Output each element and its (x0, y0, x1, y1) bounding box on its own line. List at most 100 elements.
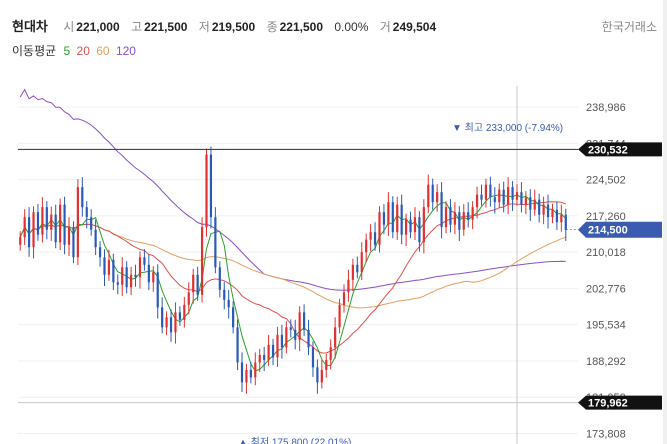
candle-body (23, 217, 26, 238)
candle-body (471, 207, 474, 220)
candle-body (121, 267, 124, 285)
candle-body (94, 229, 97, 248)
candle-body (409, 219, 412, 233)
candle-body (334, 327, 337, 348)
candle-body (316, 367, 319, 383)
candle-body (240, 362, 244, 383)
y-tick-label: 195,534 (586, 320, 626, 332)
candle-body (112, 259, 115, 283)
candle-body (209, 154, 213, 218)
volume-label: 거 (379, 20, 391, 34)
candle-body (373, 232, 377, 245)
candle-body (484, 184, 488, 200)
candle-body (493, 197, 496, 203)
candle-body (467, 212, 470, 220)
candle-body (103, 257, 106, 275)
candle-body (254, 362, 257, 378)
candle-body (515, 192, 519, 200)
candle-body (427, 184, 430, 208)
candle-body (285, 327, 288, 348)
candle-body (396, 204, 399, 233)
candle-body (453, 212, 456, 225)
candle-body (218, 267, 221, 290)
candle-body (187, 292, 190, 305)
candle-body (529, 197, 532, 210)
candle-body (356, 264, 359, 273)
candle-body (449, 207, 452, 225)
support-label: 179,962 (588, 398, 628, 410)
resistance-tag (578, 142, 662, 157)
candle-body (81, 187, 84, 208)
candle-body (502, 189, 505, 205)
ma60-legend[interactable]: 60 (96, 44, 110, 58)
stock-name: 현대차 (12, 19, 48, 34)
candle-body (458, 212, 461, 230)
exchange-label: 한국거래소 (601, 20, 657, 34)
ma120-line (19, 88, 566, 291)
candle-body (360, 252, 363, 273)
quote-header: 현대차 시 221,000 고 221,500 저 219,500 종 221,500 … (12, 16, 444, 35)
candle-body (511, 187, 514, 200)
candle-body (520, 192, 523, 205)
candle-body (289, 327, 292, 330)
scrollbar[interactable] (663, 0, 667, 444)
candle-body (50, 214, 53, 230)
low-annotation: ▲ 최저 175,800 (22.01%) (238, 436, 351, 444)
moving-average-legend: 이동평균 5 20 60 120 (12, 42, 139, 59)
candle-body (258, 354, 261, 363)
change-percent: 0.00% (334, 20, 369, 34)
candle-body (422, 207, 425, 243)
resistance-label: 230,532 (588, 144, 628, 156)
candle-body (200, 227, 204, 295)
low-label: 저 (198, 20, 210, 34)
candle-body (232, 307, 235, 328)
candle-body (183, 304, 186, 320)
candle-body (555, 209, 559, 223)
candle-body (223, 289, 226, 300)
candle-body (560, 214, 563, 223)
candle-body (440, 192, 443, 228)
candle-body (196, 274, 199, 295)
candle-body (54, 214, 57, 243)
candle-body (45, 207, 48, 230)
candle-body (227, 299, 230, 308)
candle-body (325, 359, 328, 370)
candle-body (165, 317, 168, 328)
candle-body (143, 257, 146, 265)
candle-body (280, 334, 284, 348)
candle-body (147, 264, 150, 283)
candle-body (462, 212, 465, 230)
candle-body (116, 282, 119, 285)
candle-body (276, 334, 279, 358)
candle-body (551, 209, 554, 218)
candle-body (320, 369, 323, 383)
candle-body (307, 329, 310, 348)
candle-body (542, 204, 545, 215)
candle-body (524, 197, 527, 205)
candle-body (302, 312, 306, 330)
candle-body (19, 237, 22, 245)
candle-body (169, 317, 173, 333)
close-label: 종 (266, 20, 278, 34)
candle-body (444, 207, 448, 228)
candle-body (67, 227, 71, 245)
candle-body (271, 344, 275, 358)
ma5-legend[interactable]: 5 (63, 44, 71, 58)
candle-body (138, 257, 142, 278)
candle-body (498, 189, 501, 203)
ma120-legend[interactable]: 120 (115, 44, 136, 58)
ma20-line (19, 201, 566, 354)
candle-body (130, 274, 133, 288)
candle-body (178, 312, 181, 320)
candle-body (431, 184, 434, 203)
candle-body (391, 202, 394, 233)
candle-body (27, 217, 31, 248)
candle-body (152, 272, 155, 283)
y-tick-label: 217,260 (586, 211, 626, 223)
ma20-legend[interactable]: 20 (76, 44, 90, 58)
candle-body (533, 199, 536, 210)
candle-body (214, 217, 217, 268)
y-tick-label: 210,018 (586, 247, 626, 259)
candle-body (90, 217, 93, 230)
